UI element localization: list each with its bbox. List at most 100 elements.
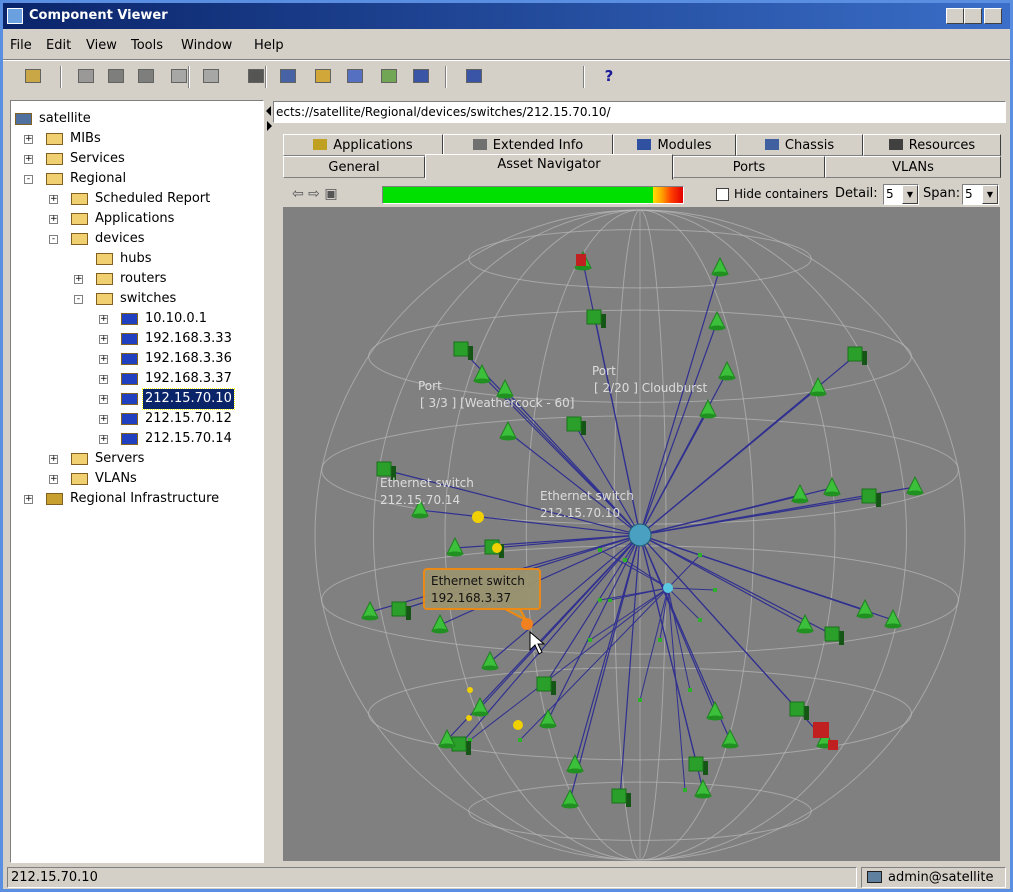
tree-label[interactable]: 192.168.3.37 [143, 369, 234, 389]
tree-expander[interactable]: + [49, 195, 58, 204]
tree-expander[interactable]: - [74, 295, 83, 304]
address-bar[interactable]: ects://satellite/Regional/devices/switch… [273, 101, 1006, 123]
tree-expander[interactable]: - [24, 175, 33, 184]
tree-node[interactable]: - Regional [11, 169, 263, 189]
tree-node[interactable]: +212.15.70.14 [11, 429, 263, 449]
menu-item[interactable]: Edit [42, 35, 75, 57]
tree-label[interactable]: hubs [118, 249, 154, 269]
tree-node[interactable]: - switches [11, 289, 263, 309]
tree-label[interactable]: Services [68, 149, 127, 169]
hide-containers-checkbox[interactable] [716, 188, 729, 201]
tree-node[interactable]: +192.168.3.37 [11, 369, 263, 389]
span-select[interactable]: 5▼ [962, 184, 999, 205]
toolbar-button[interactable] [138, 69, 154, 83]
tab[interactable]: General [283, 156, 425, 178]
tree-expander[interactable]: + [99, 355, 108, 364]
toolbar-button[interactable] [78, 69, 94, 83]
close-button[interactable] [984, 8, 1002, 24]
tree-label[interactable]: satellite [37, 109, 93, 129]
tree-label[interactable]: routers [118, 269, 168, 289]
tree-label[interactable]: 192.168.3.33 [143, 329, 234, 349]
toolbar-button[interactable] [347, 69, 363, 83]
toolbar-button[interactable] [25, 69, 41, 83]
toolbar-button[interactable] [466, 69, 482, 83]
toolbar-button[interactable] [315, 69, 331, 83]
tree-node[interactable]: hubs [11, 249, 263, 269]
tree-label[interactable]: switches [118, 289, 178, 309]
tree-expander[interactable]: + [74, 275, 83, 284]
tree-node[interactable]: +192.168.3.36 [11, 349, 263, 369]
tree-expander[interactable]: + [99, 375, 108, 384]
tree-node[interactable]: + VLANs [11, 469, 263, 489]
tree-expander[interactable]: + [49, 455, 58, 464]
tree-node[interactable]: satellite [11, 109, 263, 129]
dropdown-arrow[interactable]: ▼ [982, 185, 998, 204]
toolbar-button[interactable] [248, 69, 264, 83]
toolbar-button[interactable] [108, 69, 124, 83]
tree-node[interactable]: + routers [11, 269, 263, 289]
tab[interactable]: Extended Info [443, 134, 613, 156]
menu-item[interactable]: File [6, 35, 36, 57]
tree-label[interactable]: Regional Infrastructure [68, 489, 221, 509]
tab[interactable]: Chassis [736, 134, 863, 156]
asset-graph[interactable]: Port[ 3/3 ] [Weathercock - 60]Port[ 2/20… [283, 207, 1000, 861]
tree-expander[interactable]: + [24, 155, 33, 164]
toolbar-button[interactable] [203, 69, 219, 83]
tree-label[interactable]: 212.15.70.14 [143, 429, 234, 449]
menu-item[interactable]: Window [177, 35, 236, 57]
tree-expander[interactable]: + [49, 215, 58, 224]
tree-label[interactable]: VLANs [93, 469, 139, 489]
nav-buttons[interactable]: ⇦ ⇨ ▣ [292, 186, 352, 202]
tree-label[interactable]: 192.168.3.36 [143, 349, 234, 369]
tree-expander[interactable]: + [99, 395, 108, 404]
tab[interactable]: Applications [283, 134, 443, 156]
help-button[interactable]: ? [599, 65, 619, 87]
tree-label[interactable]: Applications [93, 209, 176, 229]
tree-node[interactable]: +10.10.0.1 [11, 309, 263, 329]
detail-select[interactable]: 5▼ [883, 184, 919, 205]
tree-expander[interactable]: + [99, 315, 108, 324]
tree-label[interactable]: Regional [68, 169, 128, 189]
tree-expander[interactable]: + [49, 475, 58, 484]
tree-node[interactable]: - devices [11, 229, 263, 249]
tree-expander[interactable]: + [24, 495, 33, 504]
tree-node[interactable]: +192.168.3.33 [11, 329, 263, 349]
tab[interactable]: Resources [863, 134, 1001, 156]
tree-node[interactable]: + Regional Infrastructure [11, 489, 263, 509]
tree-node[interactable]: + Servers [11, 449, 263, 469]
splitter-left[interactable] [266, 106, 271, 116]
toolbar-button[interactable] [171, 69, 187, 83]
tree-node[interactable]: + MIBs [11, 129, 263, 149]
tree-node[interactable]: +212.15.70.10 [11, 389, 263, 409]
tree-label[interactable]: 212.15.70.10 [143, 389, 234, 409]
minimize-button[interactable] [946, 8, 964, 24]
tree-node[interactable]: + Services [11, 149, 263, 169]
tree-label[interactable]: devices [93, 229, 146, 249]
tree-label[interactable]: Servers [93, 449, 146, 469]
tree-label[interactable]: MIBs [68, 129, 103, 149]
menu-item[interactable]: View [82, 35, 121, 57]
tree-expander[interactable]: + [24, 135, 33, 144]
toolbar-button[interactable] [413, 69, 429, 83]
toolbar-button[interactable] [280, 69, 296, 83]
maximize-button[interactable] [964, 8, 982, 24]
tree-label[interactable]: Scheduled Report [93, 189, 212, 209]
tree-expander[interactable]: - [49, 235, 58, 244]
tree-label[interactable]: 212.15.70.12 [143, 409, 234, 429]
tree-expander[interactable]: + [99, 435, 108, 444]
tree-node[interactable]: + Applications [11, 209, 263, 229]
tree-label[interactable]: 10.10.0.1 [143, 309, 209, 329]
toolbar-button[interactable] [381, 69, 397, 83]
menu-item[interactable]: Tools [127, 35, 167, 57]
tree-node[interactable]: +212.15.70.12 [11, 409, 263, 429]
menu-item[interactable]: Help [250, 35, 288, 57]
tab[interactable]: Ports [673, 156, 825, 178]
tab[interactable]: Modules [613, 134, 736, 156]
tree-expander[interactable]: + [99, 415, 108, 424]
tree-node[interactable]: + Scheduled Report [11, 189, 263, 209]
splitter-right[interactable] [267, 121, 272, 131]
tree-expander[interactable]: + [99, 335, 108, 344]
dropdown-arrow[interactable]: ▼ [902, 185, 918, 204]
tab-selected[interactable]: Asset Navigator [425, 154, 673, 180]
tab[interactable]: VLANs [825, 156, 1001, 178]
